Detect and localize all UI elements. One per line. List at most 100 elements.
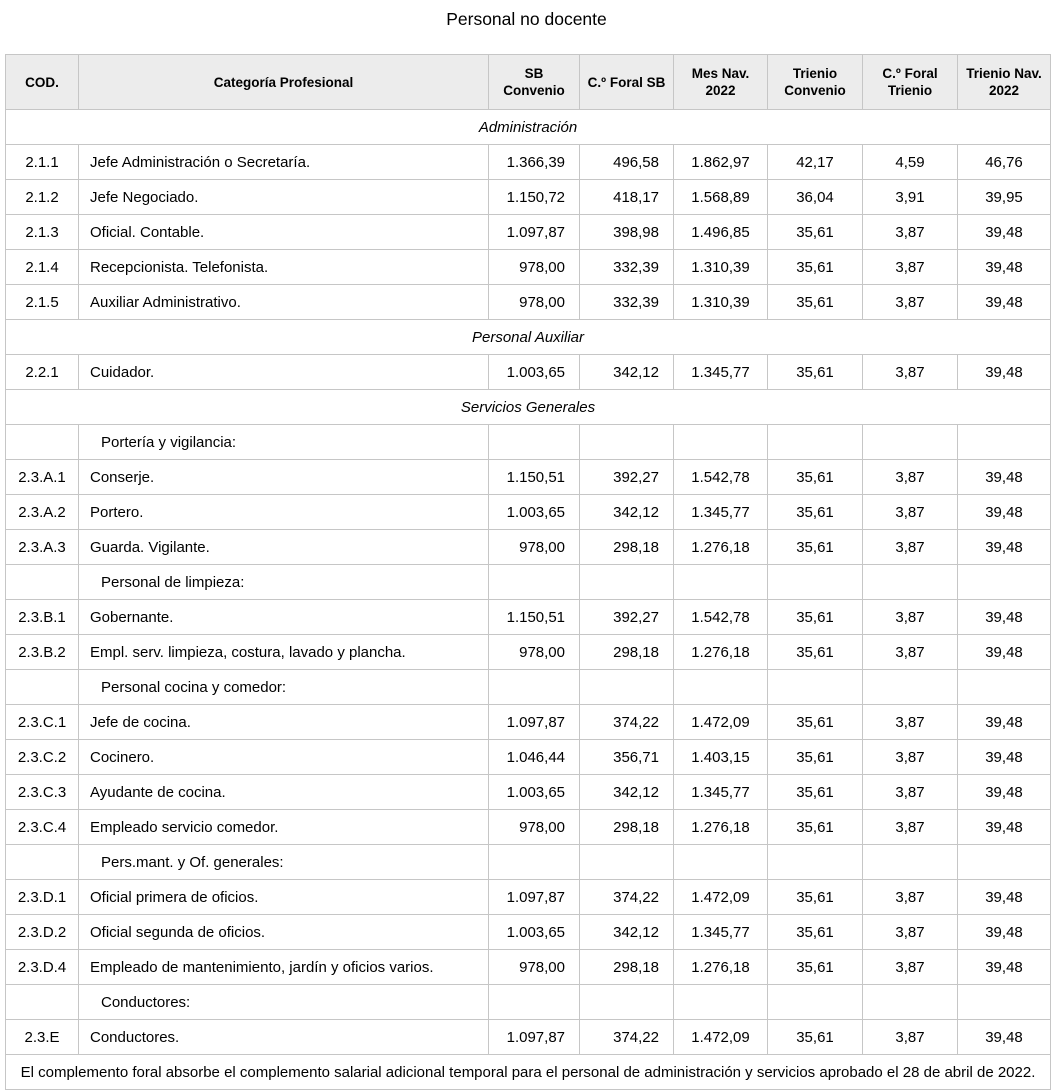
table-row: 2.3.A.3 Guarda. Vigilante. 978,00 298,18 1.2…: [5, 529, 1051, 565]
cell-trienio_nav: 46,76: [957, 144, 1051, 180]
cell-categoria: Empleado servicio comedor.: [78, 809, 489, 845]
section-row: Administración: [5, 109, 1051, 145]
cell-c_foral_trienio: 3,87: [862, 354, 958, 390]
cell-trienio_convenio: 35,61: [767, 949, 863, 985]
cell-trienio_nav: 39,48: [957, 529, 1051, 565]
cell-categoria: Cuidador.: [78, 354, 489, 390]
cell-trienio_convenio: [767, 424, 863, 460]
cell-trienio_convenio: 35,61: [767, 494, 863, 530]
cell-trienio_nav: 39,48: [957, 879, 1051, 915]
cell-mes_nav: 1.276,18: [673, 949, 768, 985]
section-label: Servicios Generales: [5, 389, 1051, 425]
cell-c_foral_sb: 398,98: [579, 214, 674, 250]
table-row: 2.3.D.4 Empleado de mantenimiento, jardín…: [5, 949, 1051, 985]
subgroup-row: Personal de limpieza:: [5, 564, 1051, 600]
subgroup-row: Portería y vigilancia:: [5, 424, 1051, 460]
cell-cod: [5, 984, 79, 1020]
cell-cod: [5, 669, 79, 705]
cell-c_foral_sb: 374,22: [579, 879, 674, 915]
cell-c_foral_trienio: 3,87: [862, 634, 958, 670]
cell-trienio_nav: 39,48: [957, 354, 1051, 390]
cell-c_foral_trienio: 3,87: [862, 704, 958, 740]
cell-sb_convenio: [488, 564, 580, 600]
cell-trienio_nav: 39,48: [957, 809, 1051, 845]
cell-sb_convenio: [488, 844, 580, 880]
cell-trienio_convenio: 36,04: [767, 179, 863, 215]
table-row: 2.2.1 Cuidador. 1.003,65 342,12 1.345,77 35,6…: [5, 354, 1051, 390]
cell-c_foral_trienio: [862, 424, 958, 460]
cell-c_foral_sb: [579, 844, 674, 880]
cell-c_foral_sb: 392,27: [579, 599, 674, 635]
cell-mes_nav: 1.568,89: [673, 179, 768, 215]
cell-cod: [5, 564, 79, 600]
cell-mes_nav: [673, 564, 768, 600]
cell-sb_convenio: [488, 984, 580, 1020]
cell-trienio_nav: 39,48: [957, 704, 1051, 740]
cell-trienio_nav: 39,48: [957, 914, 1051, 950]
column-header-5: Trienio Convenio: [767, 54, 863, 110]
cell-trienio_convenio: 35,61: [767, 249, 863, 285]
cell-c_foral_trienio: 3,87: [862, 459, 958, 495]
cell-cod: 2.3.C.4: [5, 809, 79, 845]
section-row: Personal Auxiliar: [5, 319, 1051, 355]
cell-c_foral_sb: 332,39: [579, 284, 674, 320]
cell-c_foral_sb: [579, 669, 674, 705]
cell-trienio_convenio: 42,17: [767, 144, 863, 180]
cell-sb_convenio: 1.366,39: [488, 144, 580, 180]
cell-c_foral_trienio: [862, 669, 958, 705]
column-header-4: Mes Nav. 2022: [673, 54, 768, 110]
cell-sb_convenio: 1.097,87: [488, 879, 580, 915]
cell-trienio_convenio: 35,61: [767, 284, 863, 320]
cell-trienio_nav: [957, 669, 1051, 705]
cell-cod: 2.1.1: [5, 144, 79, 180]
cell-cod: 2.1.3: [5, 214, 79, 250]
cell-mes_nav: 1.542,78: [673, 459, 768, 495]
cell-categoria: Oficial. Contable.: [78, 214, 489, 250]
table-row: 2.3.B.1 Gobernante. 1.150,51 392,27 1.542,78…: [5, 599, 1051, 635]
cell-mes_nav: 1.345,77: [673, 354, 768, 390]
cell-c_foral_trienio: 3,87: [862, 529, 958, 565]
cell-mes_nav: 1.310,39: [673, 284, 768, 320]
cell-trienio_nav: 39,48: [957, 634, 1051, 670]
cell-trienio_convenio: 35,61: [767, 354, 863, 390]
cell-c_foral_trienio: 3,87: [862, 599, 958, 635]
table-body: Administración 2.1.1 Jefe Administración o…: [5, 109, 1051, 1090]
cell-trienio_nav: [957, 844, 1051, 880]
cell-cod: 2.1.4: [5, 249, 79, 285]
cell-cod: [5, 424, 79, 460]
page-title: Personal no docente: [446, 9, 607, 29]
subgroup-row: Conductores:: [5, 984, 1051, 1020]
cell-mes_nav: 1.496,85: [673, 214, 768, 250]
cell-mes_nav: [673, 424, 768, 460]
cell-sb_convenio: [488, 669, 580, 705]
cell-trienio_convenio: [767, 984, 863, 1020]
cell-trienio_nav: 39,48: [957, 284, 1051, 320]
cell-categoria: Oficial primera de oficios.: [78, 879, 489, 915]
cell-c_foral_sb: 298,18: [579, 949, 674, 985]
cell-c_foral_sb: 332,39: [579, 249, 674, 285]
cell-sb_convenio: 1.150,51: [488, 599, 580, 635]
cell-trienio_convenio: 35,61: [767, 809, 863, 845]
cell-c_foral_sb: [579, 984, 674, 1020]
cell-categoria: Jefe de cocina.: [78, 704, 489, 740]
cell-trienio_convenio: 35,61: [767, 1019, 863, 1055]
cell-categoria: Ayudante de cocina.: [78, 774, 489, 810]
cell-trienio_convenio: [767, 564, 863, 600]
cell-mes_nav: 1.345,77: [673, 914, 768, 950]
cell-trienio_convenio: 35,61: [767, 879, 863, 915]
cell-c_foral_trienio: 3,87: [862, 879, 958, 915]
cell-c_foral_trienio: 3,87: [862, 914, 958, 950]
cell-mes_nav: 1.472,09: [673, 704, 768, 740]
cell-trienio_nav: [957, 424, 1051, 460]
cell-categoria: Pers.mant. y Of. generales:: [78, 844, 489, 880]
cell-c_foral_trienio: [862, 564, 958, 600]
column-header-3: C.º Foral SB: [579, 54, 674, 110]
column-header-2: SB Convenio: [488, 54, 580, 110]
cell-cod: 2.3.C.2: [5, 739, 79, 775]
cell-c_foral_sb: [579, 424, 674, 460]
cell-cod: 2.3.C.1: [5, 704, 79, 740]
section-row: Servicios Generales: [5, 389, 1051, 425]
cell-sb_convenio: 1.150,72: [488, 179, 580, 215]
cell-c_foral_trienio: 3,87: [862, 774, 958, 810]
cell-trienio_nav: [957, 564, 1051, 600]
